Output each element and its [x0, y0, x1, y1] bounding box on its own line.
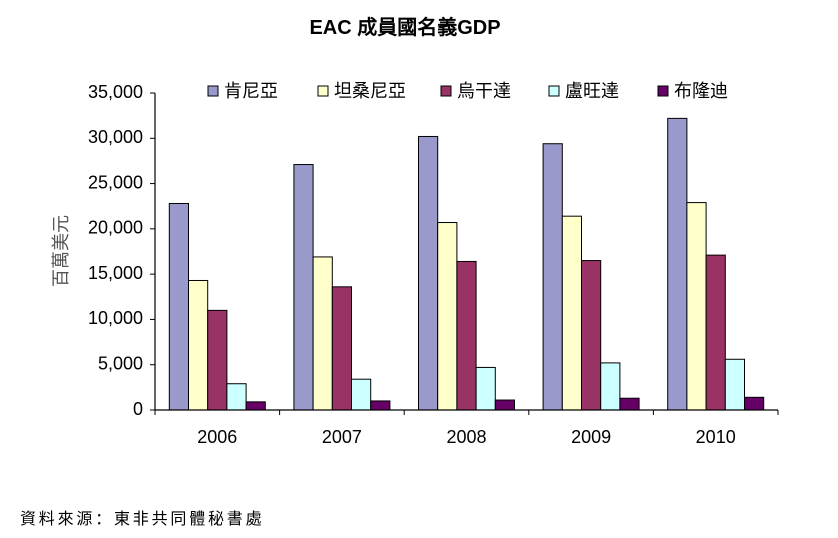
legend-swatch-3	[440, 85, 452, 97]
bar-s2-2009	[561, 215, 582, 411]
bar-s4-2009	[600, 362, 621, 411]
bar-s1-2006	[168, 203, 190, 411]
y-tick-label: 10,000	[88, 308, 143, 328]
legend-label-4: 盧旺達	[565, 81, 619, 101]
legend-swatch-4	[548, 85, 560, 97]
bar-s3-2009	[581, 260, 602, 411]
legend-swatch-5	[657, 85, 669, 97]
y-tick-label: 15,000	[88, 263, 143, 283]
bar-s2-2006	[188, 279, 209, 411]
y-tick-label: 20,000	[88, 218, 143, 238]
bar-s1-2009	[542, 143, 563, 411]
bar-s1-2008	[418, 135, 439, 411]
bar-s5-2009	[619, 397, 640, 411]
legend-swatch-1	[207, 85, 219, 97]
chart-title: EAC 成員國名義GDP	[309, 17, 501, 39]
y-tick-label: 5,000	[98, 353, 143, 373]
bar-s3-2006	[207, 309, 228, 411]
bar-s5-2006	[245, 401, 266, 411]
bar-s4-2007	[351, 378, 372, 411]
y-tick-label: 30,000	[88, 127, 143, 147]
bar-s1-2007	[293, 164, 314, 411]
bar-s4-2010	[724, 358, 745, 411]
x-tick-label-2007: 2007	[322, 427, 362, 447]
bar-s5-2007	[370, 400, 391, 411]
bar-s2-2008	[437, 222, 458, 411]
bar-s2-2007	[312, 256, 333, 411]
x-tick-label-2009: 2009	[571, 427, 611, 447]
x-tick-label-2006: 2006	[197, 427, 237, 447]
legend-label-5: 布隆迪	[674, 81, 728, 101]
x-tick-label-2010: 2010	[696, 427, 736, 447]
bar-s3-2007	[331, 286, 352, 411]
legend: 肯尼亞 坦桑尼亞 烏干達 盧旺達 布隆迪	[207, 81, 728, 101]
legend-label-2: 坦桑尼亞	[334, 81, 406, 101]
x-tick-label-2008: 2008	[446, 427, 486, 447]
bar-s4-2006	[226, 383, 247, 411]
y-tick-label: 25,000	[88, 172, 143, 192]
legend-label-1: 肯尼亞	[224, 81, 278, 101]
y-tick-label: 35,000	[88, 82, 143, 102]
bar-s3-2008	[456, 260, 477, 411]
source-note: 資料來源：東非共同體秘書處	[20, 511, 265, 528]
bars	[168, 117, 765, 411]
bar-s2-2010	[686, 202, 707, 411]
legend-label-3: 烏干達	[457, 81, 511, 101]
y-tick-label: 0	[133, 399, 143, 419]
legend-swatch-2	[317, 85, 329, 97]
bar-s1-2010	[667, 117, 688, 411]
bar-s5-2008	[494, 399, 515, 411]
bar-s5-2010	[744, 396, 765, 411]
bar-s3-2010	[705, 254, 726, 411]
bar-s4-2008	[475, 366, 496, 411]
y-axis-label: 百萬美元	[51, 215, 71, 287]
